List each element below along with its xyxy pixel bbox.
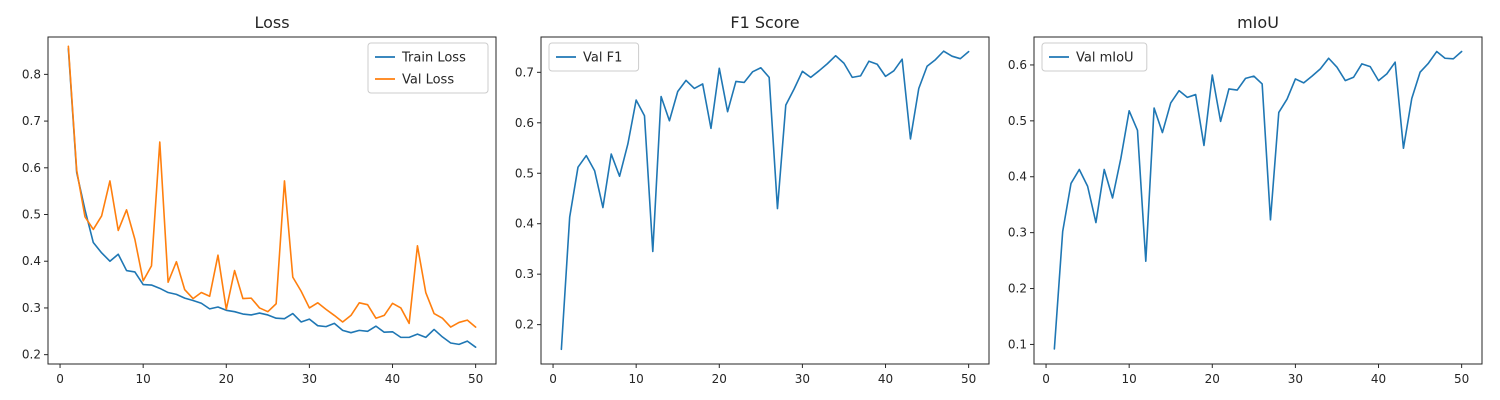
- x-tick-label: 0: [56, 372, 64, 386]
- legend-label-val-miou: Val mIoU: [1076, 51, 1134, 66]
- x-tick-label: 30: [1288, 372, 1303, 386]
- axes-frame: [540, 36, 990, 365]
- y-tick-label: 0.4: [1008, 170, 1027, 184]
- y-tick-label: 0.2: [1008, 282, 1027, 296]
- y-tick-label: 0.3: [1008, 226, 1027, 240]
- series-line-val-loss: [67, 45, 477, 328]
- y-tick-label: 0.6: [1008, 58, 1027, 72]
- x-tick-label: 0: [549, 372, 557, 386]
- y-tick-label: 0.7: [22, 114, 41, 128]
- x-tick-label: 10: [136, 372, 151, 386]
- legend: Val mIoU: [1041, 42, 1148, 72]
- series-line-train-loss: [67, 47, 477, 348]
- x-tick-label: 20: [1205, 372, 1220, 386]
- legend-box: [367, 42, 489, 94]
- series-line-val-f1: [560, 50, 970, 351]
- y-tick-label: 0.6: [22, 161, 41, 175]
- legend-label-train-loss: Train Loss: [401, 51, 466, 66]
- chart-title: F1 Score: [730, 13, 799, 32]
- legend-label-val-f1: Val F1: [583, 51, 622, 66]
- y-tick-label: 0.5: [22, 208, 41, 222]
- x-tick-label: 10: [1122, 372, 1137, 386]
- x-tick-label: 40: [385, 372, 400, 386]
- y-tick-label: 0.6: [515, 116, 534, 130]
- chart-f1-score: 0 10 20 30 40 50 0.2 0.3 0.4 0.5 0.6 0.7 F1 Score Val…: [515, 13, 990, 386]
- y-tick-label: 0.4: [515, 217, 534, 231]
- y-tick-label: 0.5: [1008, 114, 1027, 128]
- y-tick-label: 0.5: [515, 166, 534, 180]
- legend: Train Loss Val Loss: [367, 42, 489, 94]
- y-tick-label: 0.7: [515, 65, 534, 79]
- chart-title: Loss: [254, 13, 289, 32]
- x-tick-label: 40: [878, 372, 893, 386]
- y-tick-label: 0.1: [1008, 337, 1027, 351]
- x-tick-label: 50: [468, 372, 483, 386]
- series-line-val-miou: [1053, 50, 1463, 350]
- legend-label-val-loss: Val Loss: [402, 73, 454, 88]
- chart-loss: 0 10 20 30 40 50 0.2 0.3 0.4 0.5 0.6 0.7 0.8 Loss Trai…: [22, 13, 497, 386]
- chart-miou: 0 10 20 30 40 50 0.1 0.2 0.3 0.4 0.5 0.6 mIoU Val mIo…: [1008, 13, 1483, 386]
- x-tick-label: 30: [795, 372, 810, 386]
- y-tick-label: 0.2: [22, 348, 41, 362]
- x-tick-label: 30: [302, 372, 317, 386]
- y-tick-label: 0.3: [22, 301, 41, 315]
- y-tick-label: 0.8: [22, 67, 41, 81]
- x-tick-label: 10: [629, 372, 644, 386]
- x-tick-label: 40: [1371, 372, 1386, 386]
- legend: Val F1: [548, 42, 640, 72]
- y-tick-label: 0.4: [22, 254, 41, 268]
- legend-box: [548, 42, 640, 72]
- x-tick-label: 20: [219, 372, 234, 386]
- x-tick-label: 50: [1454, 372, 1469, 386]
- chart-title: mIoU: [1237, 13, 1279, 32]
- x-tick-label: 20: [712, 372, 727, 386]
- axes-frame: [47, 36, 497, 365]
- axes-frame: [1033, 36, 1483, 365]
- y-tick-label: 0.3: [515, 267, 534, 281]
- x-tick-label: 0: [1042, 372, 1050, 386]
- y-tick-label: 0.2: [515, 318, 534, 332]
- legend-box: [1041, 42, 1148, 72]
- x-tick-label: 50: [961, 372, 976, 386]
